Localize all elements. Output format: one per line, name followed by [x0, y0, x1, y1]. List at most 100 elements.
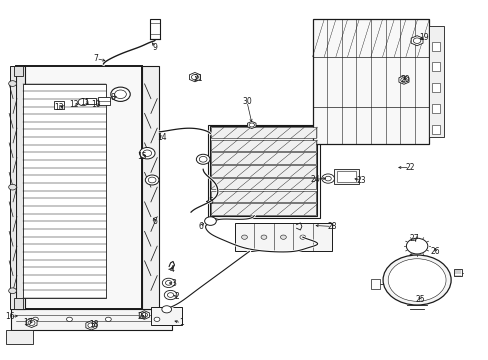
Text: 16: 16 — [5, 312, 15, 321]
Polygon shape — [26, 318, 37, 328]
Text: 11: 11 — [80, 98, 90, 107]
Circle shape — [115, 90, 126, 99]
Circle shape — [66, 317, 72, 321]
Text: 6: 6 — [198, 222, 203, 231]
Bar — [428, 26, 443, 137]
Text: 15: 15 — [137, 152, 147, 161]
Text: 10: 10 — [91, 100, 101, 109]
Circle shape — [9, 184, 17, 190]
Bar — [211, 203, 316, 215]
Circle shape — [165, 280, 171, 285]
Circle shape — [28, 320, 35, 325]
Bar — [431, 83, 440, 92]
Text: 17: 17 — [23, 318, 33, 327]
Text: 1: 1 — [179, 318, 183, 327]
Polygon shape — [398, 76, 408, 84]
Bar — [86, 98, 96, 104]
Text: 14: 14 — [157, 132, 166, 141]
Bar — [59, 105, 63, 109]
Polygon shape — [247, 121, 256, 129]
Text: 18: 18 — [89, 320, 98, 329]
Bar — [234, 223, 331, 251]
Circle shape — [167, 293, 173, 297]
Text: 28: 28 — [326, 222, 336, 231]
Circle shape — [412, 38, 420, 44]
Bar — [54, 101, 63, 109]
Bar — [23, 84, 106, 298]
Bar — [210, 126, 317, 216]
Bar — [431, 125, 440, 134]
Circle shape — [299, 235, 305, 239]
Bar — [14, 66, 23, 76]
Circle shape — [148, 177, 156, 183]
Text: 27: 27 — [409, 234, 419, 243]
Circle shape — [387, 259, 445, 301]
Circle shape — [162, 306, 171, 313]
Bar — [211, 127, 316, 139]
Circle shape — [164, 291, 177, 300]
Text: 19: 19 — [419, 33, 428, 42]
Bar — [16, 66, 25, 309]
Bar — [6, 330, 33, 344]
Circle shape — [248, 123, 254, 127]
Circle shape — [145, 175, 159, 185]
Text: 12: 12 — [69, 100, 79, 109]
Bar — [211, 140, 316, 151]
Circle shape — [261, 235, 266, 239]
Circle shape — [111, 87, 130, 102]
Polygon shape — [410, 36, 422, 46]
Text: 8: 8 — [111, 93, 115, 102]
Circle shape — [241, 235, 247, 239]
Polygon shape — [189, 72, 200, 82]
Circle shape — [406, 238, 427, 254]
Text: 24: 24 — [309, 175, 319, 184]
Circle shape — [199, 157, 206, 162]
Circle shape — [9, 288, 17, 294]
Bar — [10, 66, 16, 309]
Circle shape — [196, 154, 209, 164]
Bar — [207, 125, 319, 217]
Bar — [211, 165, 316, 177]
Circle shape — [88, 323, 95, 328]
Text: 23: 23 — [356, 176, 365, 185]
Circle shape — [154, 317, 160, 321]
Bar — [334, 169, 358, 184]
Text: 6: 6 — [152, 217, 157, 226]
Text: 4: 4 — [169, 265, 174, 274]
Text: 3: 3 — [171, 279, 176, 288]
Circle shape — [32, 317, 38, 321]
Bar — [142, 66, 159, 309]
Bar — [312, 19, 428, 144]
Bar — [336, 171, 356, 182]
Circle shape — [141, 313, 147, 318]
Text: 29: 29 — [137, 312, 147, 321]
Circle shape — [142, 150, 151, 157]
Bar — [211, 190, 316, 202]
Text: 21: 21 — [193, 74, 202, 83]
Text: 7: 7 — [94, 54, 99, 63]
Text: 13: 13 — [54, 103, 63, 112]
Polygon shape — [139, 311, 149, 319]
Circle shape — [321, 174, 334, 183]
Bar — [11, 309, 171, 330]
Bar — [431, 42, 440, 51]
Bar — [149, 19, 160, 39]
Circle shape — [204, 217, 216, 225]
Circle shape — [162, 278, 175, 288]
Circle shape — [78, 99, 88, 106]
Text: 9: 9 — [152, 43, 157, 52]
Bar — [431, 63, 440, 71]
Bar — [150, 307, 182, 325]
Circle shape — [105, 317, 111, 321]
Text: 5: 5 — [207, 197, 212, 206]
Bar — [211, 152, 316, 164]
Circle shape — [280, 235, 286, 239]
Bar — [370, 279, 379, 289]
Text: 20: 20 — [399, 76, 409, 85]
Circle shape — [325, 176, 330, 181]
Bar — [98, 97, 110, 105]
Bar — [453, 269, 461, 276]
Bar — [211, 178, 316, 189]
Circle shape — [139, 148, 155, 159]
Circle shape — [191, 75, 198, 80]
